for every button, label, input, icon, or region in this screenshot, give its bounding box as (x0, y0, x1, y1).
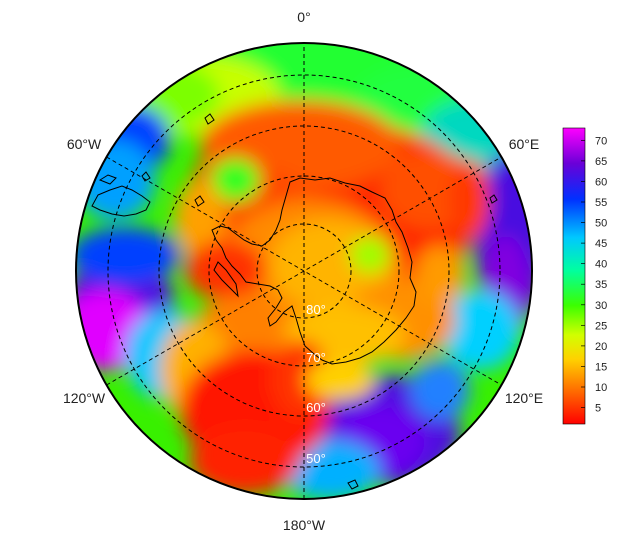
coastline (91, 113, 498, 490)
colorbar-tick-label: 50 (595, 218, 607, 230)
colorbar-gradient (562, 127, 586, 425)
longitude-labels: 0° 60°E 120°E 180°W 120°W 60°W (63, 9, 543, 533)
colorbar-tick-label: 5 (595, 403, 601, 415)
longitude-label: 60°W (67, 136, 102, 152)
latitude-labels: 80° 70° 60° 50° (306, 302, 326, 466)
data-field (76, 43, 532, 499)
colorbar: 70 65 60 55 50 45 40 35 30 25 20 15 10 5 (562, 127, 607, 425)
longitude-label: 180°W (283, 517, 326, 533)
longitude-label: 120°W (63, 390, 106, 406)
colorbar-tick-label: 30 (595, 300, 607, 312)
latitude-label: 80° (306, 302, 326, 317)
colorbar-tick-label: 45 (595, 238, 607, 250)
colorbar-tick-label: 70 (595, 135, 607, 147)
longitude-label: 60°E (509, 136, 540, 152)
colorbar-tick-label: 25 (595, 320, 607, 332)
colorbar-tick-label: 55 (595, 197, 607, 209)
lat-circle-80 (256, 223, 352, 319)
colorbar-tick-label: 35 (595, 279, 607, 291)
map-border (75, 42, 533, 500)
meridian-120 (106, 156, 502, 386)
colorbar-tick-label: 65 (595, 156, 607, 168)
colorbar-tick-label: 15 (595, 361, 607, 373)
latitude-label: 50° (306, 451, 326, 466)
lat-circle-60 (158, 125, 450, 417)
colorbar-tick-label: 60 (595, 176, 607, 188)
colorbar-tick-label: 10 (595, 382, 607, 394)
colorbar-ticks: 70 65 60 55 50 45 40 35 30 25 20 15 10 5 (581, 135, 607, 415)
latitude-label: 60° (306, 400, 326, 415)
colorbar-tick-label: 20 (595, 341, 607, 353)
longitude-label: 0° (297, 9, 310, 25)
meridian-lines (106, 43, 502, 499)
latitude-label: 70° (306, 350, 326, 365)
lat-circle-50 (107, 74, 501, 468)
colorbar-tick-label: 40 (595, 259, 607, 271)
longitude-label: 120°E (505, 390, 543, 406)
